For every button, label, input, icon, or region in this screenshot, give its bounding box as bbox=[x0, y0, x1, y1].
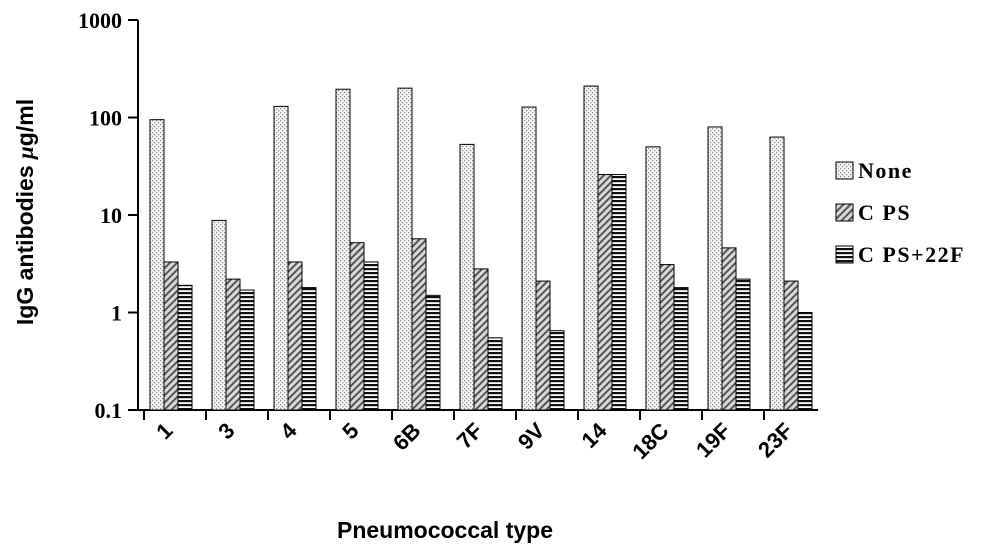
bar-c-ps-22f-7f bbox=[487, 337, 503, 411]
y-tick-label: 1 bbox=[111, 301, 122, 326]
bar-c-ps-22f-1 bbox=[177, 284, 193, 411]
bar-c-ps-22f-9v bbox=[549, 330, 565, 411]
bar-c-ps-22f-5 bbox=[363, 261, 379, 411]
x-tick-label: 4 bbox=[275, 417, 302, 444]
bar-none-9v bbox=[521, 106, 537, 411]
bar-c-ps-1 bbox=[163, 261, 179, 411]
y-axis-title: IgG antibodies μg/ml bbox=[12, 99, 38, 325]
x-tick-label: 19F bbox=[691, 418, 735, 462]
bar-c-ps-14 bbox=[597, 174, 613, 411]
bar-none-14 bbox=[583, 85, 599, 411]
bars bbox=[149, 85, 813, 411]
y-axis-title-unit: g/ml bbox=[12, 99, 38, 146]
y-tick-label: 100 bbox=[89, 106, 122, 131]
bar-c-ps-6b bbox=[411, 238, 427, 411]
bar-none-5 bbox=[335, 88, 351, 411]
bar-none-6b bbox=[397, 87, 413, 411]
y-tick-label: 0.1 bbox=[95, 398, 123, 423]
x-tick-label: 14 bbox=[577, 417, 613, 453]
x-tick-label: 5 bbox=[337, 418, 363, 444]
legend-swatch bbox=[835, 203, 854, 222]
bar-none-19f bbox=[707, 126, 723, 411]
bar-none-4 bbox=[273, 105, 289, 411]
bar-c-ps-22f-19f bbox=[735, 278, 751, 411]
legend-swatch bbox=[835, 161, 854, 180]
bar-c-ps-22f-3 bbox=[239, 289, 255, 411]
bar-c-ps-22f-23f bbox=[797, 312, 813, 411]
bar-c-ps-9v bbox=[535, 280, 551, 411]
bar-c-ps-22f-14 bbox=[611, 174, 627, 411]
bar-c-ps-3 bbox=[225, 278, 241, 411]
bar-c-ps-22f-18c bbox=[673, 287, 689, 411]
legend-label: C PS+22F bbox=[858, 242, 965, 267]
bar-none-7f bbox=[459, 143, 475, 411]
x-axis-title: Pneumococcal type bbox=[337, 517, 553, 543]
bar-c-ps-18c bbox=[659, 264, 675, 411]
x-tick-label: 18C bbox=[627, 418, 673, 464]
legend-swatch bbox=[835, 245, 854, 264]
x-tick-label: 23F bbox=[753, 418, 797, 462]
x-tick-label: 7F bbox=[452, 418, 488, 454]
x-tick-label: 6B bbox=[388, 418, 426, 456]
bar-c-ps-23f bbox=[783, 280, 799, 411]
y-tick-label: 10 bbox=[100, 203, 122, 228]
bar-none-23f bbox=[769, 136, 785, 411]
y-axis-title-main: IgG antibodies bbox=[12, 159, 38, 325]
x-tick-label: 9V bbox=[513, 418, 550, 455]
bar-c-ps-22f-4 bbox=[301, 287, 317, 411]
bar-c-ps-19f bbox=[721, 247, 737, 411]
x-tick-label: 3 bbox=[213, 418, 239, 444]
y-axis-title-mu: μ bbox=[13, 146, 38, 160]
bar-none-3 bbox=[211, 219, 227, 411]
legend-label: C PS bbox=[858, 200, 911, 225]
bar-c-ps-4 bbox=[287, 261, 303, 411]
legend: None C PS C PS+22F bbox=[835, 158, 965, 267]
bar-c-ps-5 bbox=[349, 242, 365, 411]
bar-none-1 bbox=[149, 119, 165, 411]
legend-label: None bbox=[858, 158, 913, 183]
y-tick-label: 1000 bbox=[78, 8, 122, 33]
bar-c-ps-7f bbox=[473, 268, 489, 411]
bar-c-ps-22f-6b bbox=[425, 294, 441, 411]
x-tick-label: 1 bbox=[151, 418, 177, 444]
bar-none-18c bbox=[645, 146, 661, 411]
